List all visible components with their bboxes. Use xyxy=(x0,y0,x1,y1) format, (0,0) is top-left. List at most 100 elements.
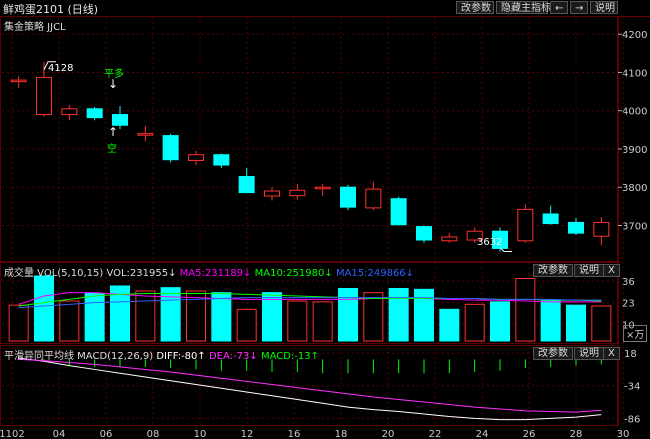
macd-value: MACD:-13↑ xyxy=(260,351,319,362)
title-bar: 鲜鸡蛋2101 (日线) 改参数 隐藏主指标 ← → 说明 xyxy=(0,0,650,17)
volume-tick-label: 23 xyxy=(622,299,635,310)
candle-up xyxy=(593,221,610,237)
candle-down xyxy=(162,135,179,161)
date-tick-label: 20 xyxy=(382,429,395,439)
candle-up xyxy=(289,189,306,197)
volume-help-button[interactable]: 说明 xyxy=(574,264,604,277)
signal-arrow-down-icon: ↓ xyxy=(108,77,119,91)
candle-up xyxy=(36,76,52,116)
volume-bar xyxy=(566,304,586,342)
date-tick-label: 18 xyxy=(335,429,348,439)
candle-down xyxy=(416,226,432,241)
volume-ma5: MA5:231189↓ xyxy=(179,268,252,279)
high-price-pointer xyxy=(43,61,56,70)
candle-down xyxy=(390,198,407,226)
modify-params-button[interactable]: 改参数 xyxy=(456,1,494,14)
signal-arrow-up-icon: ↑ xyxy=(108,125,119,139)
low-price-label: 3632 xyxy=(477,237,503,248)
hide-main-indicator-button[interactable]: 隐藏主指标 xyxy=(496,1,551,14)
macd-params-button[interactable]: 改参数 xyxy=(533,347,573,360)
candle-down xyxy=(340,186,356,208)
macd-tick-label: 18 xyxy=(624,349,637,360)
date-tick-label: 04 xyxy=(53,429,66,439)
chart-title: 鲜鸡蛋2101 (日线) xyxy=(3,3,99,16)
volume-bar xyxy=(312,301,333,342)
volume-bar xyxy=(110,285,130,342)
candle-up xyxy=(264,190,280,197)
macd-diff: DIFF:-80↑ xyxy=(156,351,206,362)
volume-bar xyxy=(363,292,384,342)
volume-bar xyxy=(8,304,29,342)
date-tick-label: 28 xyxy=(570,429,583,439)
low-price-pointer xyxy=(499,247,512,252)
candle-up xyxy=(441,236,458,242)
left-arrow-button[interactable]: ← xyxy=(550,1,568,14)
date-tick-label: 1102 xyxy=(0,429,25,439)
date-tick-label: 08 xyxy=(147,429,160,439)
volume-bar xyxy=(262,292,282,342)
candle-up xyxy=(61,108,78,116)
macd-indicator-name: 平滑异同平均线 MACD(12,26,9) xyxy=(4,351,154,362)
price-tick-label: 4100 xyxy=(622,68,647,79)
date-tick-label: 06 xyxy=(100,429,113,439)
volume-bar xyxy=(414,288,434,342)
volume-bar xyxy=(439,308,460,342)
volume-bar xyxy=(160,287,181,342)
volume-bar xyxy=(236,308,257,342)
date-tick-label: 10 xyxy=(194,429,207,439)
volume-header: 成交量 VOL(5,10,15) VOL:231955↓ MA5:231189↓… xyxy=(4,264,414,279)
help-button[interactable]: 说明 xyxy=(590,1,618,14)
macd-help-button[interactable]: 说明 xyxy=(574,347,604,360)
volume-bar xyxy=(540,300,561,342)
macd-tick-label: -34 xyxy=(624,382,640,393)
volume-ma15-line xyxy=(18,297,602,309)
volume-bar xyxy=(59,300,80,342)
macd-diff-line xyxy=(18,357,602,421)
volume-params-button[interactable]: 改参数 xyxy=(533,264,573,277)
volume-bar xyxy=(338,288,358,342)
volume-indicator-name: 成交量 VOL(5,10,15) xyxy=(4,268,104,279)
candle-down xyxy=(86,108,103,119)
main-panel-frame xyxy=(0,16,618,262)
price-tick-label: 3900 xyxy=(622,145,647,156)
macd-dea: DEA:-73↓ xyxy=(208,351,258,362)
candle-down xyxy=(238,176,255,194)
volume-close-button[interactable]: X xyxy=(603,264,620,277)
price-tick-label: 3800 xyxy=(622,183,647,194)
volume-ma5-line xyxy=(18,292,602,305)
volume-bar xyxy=(515,278,536,342)
candle-up xyxy=(517,208,534,242)
volume-ma10: MA10:251980↓ xyxy=(254,268,333,279)
candle-down xyxy=(112,114,128,126)
volume-ma15: MA15:249866↓ xyxy=(335,268,415,279)
candle-up xyxy=(188,154,204,161)
volume-bar xyxy=(464,303,485,342)
macd-tick-label: -86 xyxy=(624,414,640,425)
candle-down xyxy=(213,154,230,166)
signal-short-label: 空 xyxy=(107,144,117,155)
volume-bar xyxy=(34,275,54,342)
high-price-label: 4128 xyxy=(48,63,74,74)
candle-up xyxy=(137,133,154,136)
candle-down xyxy=(542,213,559,225)
volume-bar xyxy=(490,301,510,342)
volume-bar xyxy=(135,290,156,342)
volume-bar xyxy=(84,293,105,342)
date-tick-label: 30 xyxy=(617,429,630,439)
candle-down xyxy=(568,221,584,234)
candle-down xyxy=(492,230,508,249)
date-tick-label: 26 xyxy=(523,429,536,439)
volume-bar xyxy=(287,300,308,342)
signal-close-long-label: 平多 xyxy=(104,69,124,80)
candle-up xyxy=(314,186,331,190)
main-indicator-label: 集金策略 JJCL xyxy=(4,22,66,33)
date-tick-label: 24 xyxy=(476,429,489,439)
volume-bar xyxy=(591,305,612,342)
right-arrow-button[interactable]: → xyxy=(570,1,588,14)
date-tick-label: 16 xyxy=(288,429,301,439)
volume-bar xyxy=(388,288,409,342)
macd-close-button[interactable]: X xyxy=(603,347,620,360)
volume-tick-label: 36 xyxy=(622,277,635,288)
date-tick-label: 12 xyxy=(241,429,254,439)
